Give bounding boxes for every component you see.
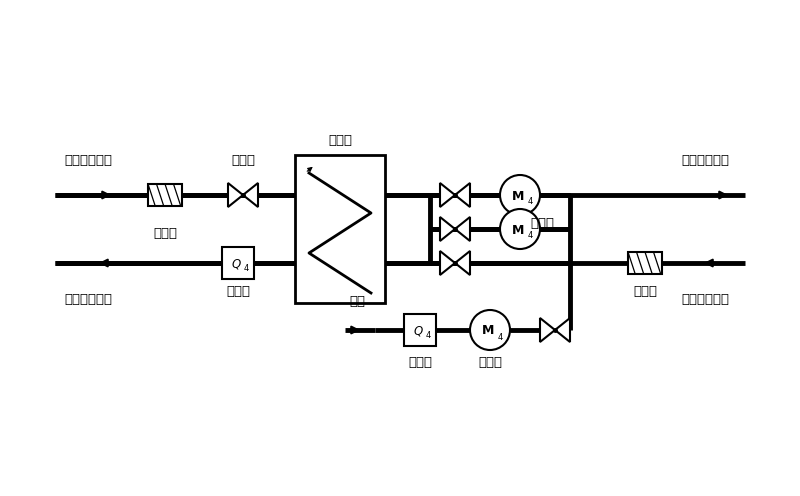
- Circle shape: [470, 310, 510, 350]
- Bar: [628, 252, 662, 274]
- Polygon shape: [228, 183, 243, 207]
- Text: Q: Q: [414, 324, 422, 337]
- Polygon shape: [455, 217, 470, 241]
- Text: 4: 4: [528, 197, 533, 206]
- Bar: [222, 247, 254, 279]
- Text: M: M: [482, 324, 494, 337]
- Text: M: M: [511, 189, 524, 202]
- Text: 补水泵: 补水泵: [478, 356, 502, 369]
- Polygon shape: [455, 183, 470, 207]
- Polygon shape: [440, 251, 455, 275]
- Bar: [295, 155, 385, 303]
- Text: 4: 4: [426, 331, 431, 340]
- Polygon shape: [243, 183, 258, 207]
- Text: 4: 4: [498, 332, 503, 342]
- Polygon shape: [555, 318, 570, 342]
- Text: 二级管网供水: 二级管网供水: [681, 154, 729, 167]
- Text: M: M: [511, 224, 524, 237]
- Text: 4: 4: [528, 232, 533, 241]
- Text: 除污器: 除污器: [633, 285, 657, 298]
- Text: 一级管网回水: 一级管网回水: [64, 293, 112, 306]
- Bar: [404, 314, 436, 346]
- Text: 4: 4: [244, 264, 249, 273]
- Polygon shape: [540, 318, 555, 342]
- Polygon shape: [440, 217, 455, 241]
- Text: 补水: 补水: [349, 295, 365, 308]
- Circle shape: [500, 209, 540, 249]
- Circle shape: [500, 175, 540, 215]
- Text: 进水管: 进水管: [153, 227, 177, 240]
- Text: 一级管网供水: 一级管网供水: [64, 154, 112, 167]
- Text: 热量计: 热量计: [226, 285, 250, 298]
- Polygon shape: [440, 183, 455, 207]
- Text: 二级管网回水: 二级管网回水: [681, 293, 729, 306]
- Text: 循环泵: 循环泵: [530, 217, 554, 230]
- Text: Q: Q: [231, 257, 241, 270]
- Text: 热量计: 热量计: [408, 356, 432, 369]
- Bar: [148, 184, 182, 206]
- Polygon shape: [455, 251, 470, 275]
- Text: 调节阀: 调节阀: [231, 154, 255, 167]
- Text: 换热器: 换热器: [328, 134, 352, 147]
